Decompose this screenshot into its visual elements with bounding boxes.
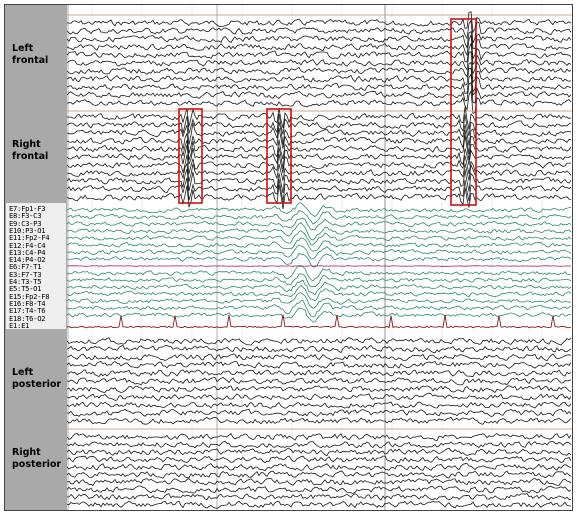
bipolar-trace: [67, 265, 571, 267]
right-frontal-label: Right frontal: [12, 139, 49, 162]
eeg-trace: [67, 106, 572, 130]
bipolar-trace: [67, 307, 572, 323]
eeg-trace: [67, 408, 572, 417]
eeg-trace: [67, 31, 572, 50]
eeg-trace: [67, 60, 572, 84]
eeg-trace: [67, 153, 571, 175]
channel-label: E18:T6-O2: [9, 313, 46, 323]
eeg-trace: [67, 51, 572, 75]
eeg-trace: [67, 89, 572, 114]
region-label-panel: Left frontal Right frontal E7:Fp1-F3 E8:F…: [5, 5, 67, 510]
eeg-trace: [67, 492, 572, 501]
right-posterior-label: Right posterior: [12, 447, 62, 470]
eeg-trace: [67, 440, 572, 449]
bipolar-trace: [67, 222, 572, 241]
eeg-viewer: Left frontal Right frontal E7:Fp1-F3 E8:F…: [4, 4, 573, 511]
eeg-trace: [67, 144, 572, 169]
ecg-trace: [67, 314, 572, 329]
channel-label: E7:Fp1-F3: [9, 204, 46, 213]
channel-label: E3:F7-T3: [9, 269, 42, 279]
eeg-trace: [67, 401, 572, 409]
eeg-trace: [67, 67, 572, 93]
bipolar-trace: [67, 300, 572, 318]
eeg-trace: [67, 337, 572, 346]
bipolar-trace: [67, 279, 572, 296]
eeg-trace: [67, 433, 572, 442]
channel-label: E11:Fp2-F4: [9, 233, 50, 243]
eeg-trace: [67, 135, 572, 161]
eeg-trace: [67, 477, 572, 486]
eeg-trace: [67, 177, 572, 203]
bipolar-trace: [67, 292, 572, 309]
bipolar-trace: [67, 273, 572, 288]
eeg-trace: [67, 462, 572, 472]
eeg-trace: [67, 470, 572, 479]
bipolar-trace: [67, 252, 572, 268]
spike-highlight-box: [266, 108, 292, 204]
bipolar-trace: [67, 202, 572, 218]
channel-label: E5:T5-O1: [9, 284, 42, 294]
eeg-trace: [67, 19, 572, 44]
eeg-trace: [67, 82, 572, 104]
channel-label: E15:Fp2-F8: [9, 291, 50, 301]
eeg-trace: [67, 447, 572, 457]
left-posterior-label: Left posterior: [12, 367, 62, 390]
channel-label: E8:F3-C3: [9, 211, 42, 221]
channel-label: E1:E1: [9, 320, 30, 330]
eeg-trace: [67, 162, 572, 182]
bipolar-trace: [67, 237, 572, 252]
eeg-trace: [67, 485, 572, 494]
bipolar-trace: [67, 210, 572, 225]
eeg-trace: [67, 385, 572, 393]
eeg-trace: [67, 33, 572, 60]
eeg-trace: [67, 184, 572, 210]
eeg-trace: [67, 344, 572, 354]
bipolar-trace: [67, 217, 572, 231]
eeg-trace: [67, 416, 572, 425]
eeg-trace: [67, 500, 572, 509]
eeg-trace: [67, 455, 572, 464]
channel-label: E14:P4-O2: [9, 255, 46, 265]
eeg-trace: [67, 392, 572, 401]
eeg-trace: [67, 127, 572, 154]
channel-label: E17:T4-T6: [9, 306, 46, 316]
spike-highlight-box: [178, 108, 203, 204]
bipolar-trace: [67, 284, 572, 302]
channel-label-list: E7:Fp1-F3 E8:F3-C3 E9:C3-P3 E10:P3-O1 E11:Fp…: [6, 203, 66, 329]
eeg-trace: [67, 360, 572, 369]
eeg-trace: [67, 73, 572, 96]
bipolar-trace: [67, 230, 572, 246]
bipolar-trace: [67, 264, 572, 282]
bipolar-trace: [67, 244, 572, 260]
eeg-trace: [67, 11, 572, 34]
eeg-trace: [67, 43, 572, 66]
channel-label: E13:C4-P4: [9, 247, 46, 257]
channel-label: E4:T3-T5: [9, 277, 42, 286]
channel-label: E10:P3-O1: [9, 225, 46, 235]
channel-label: E16:F8-T4: [9, 298, 46, 308]
eeg-trace: [67, 377, 572, 386]
eeg-trace: [67, 114, 572, 136]
channel-label: E12:F4-C4: [9, 240, 46, 250]
spike-highlight-box: [450, 18, 477, 206]
eeg-trace-area: [67, 5, 572, 510]
eeg-trace: [67, 353, 572, 362]
eeg-trace: [67, 121, 572, 146]
channel-label: E6:F7-T1: [9, 262, 42, 272]
eeg-trace: [67, 369, 572, 378]
channel-label: E9:C3-P3: [9, 218, 42, 228]
left-frontal-label: Left frontal: [12, 43, 49, 66]
eeg-trace: [67, 168, 572, 194]
